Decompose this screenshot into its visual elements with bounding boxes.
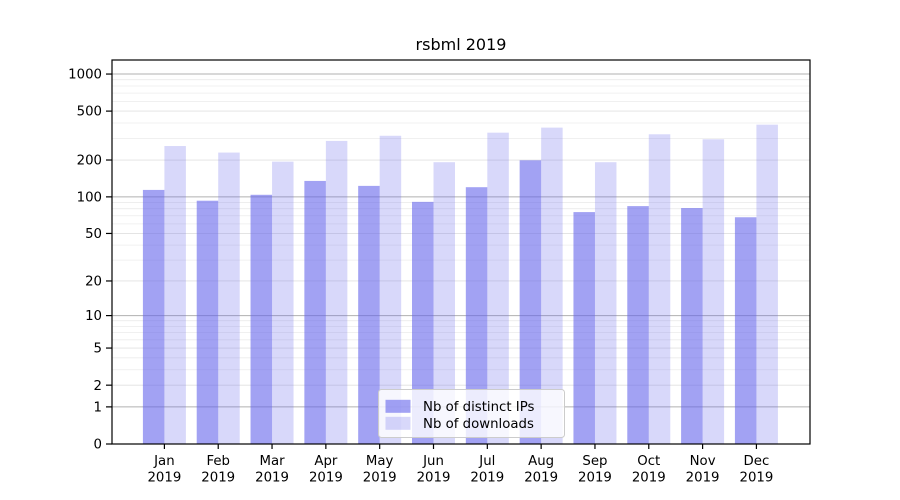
x-tick-label-month: May: [366, 454, 394, 469]
x-tick-label-year: 2019: [578, 471, 612, 486]
plot-frame: [111, 59, 811, 445]
x-tick-label-year: 2019: [524, 471, 558, 486]
x-tick-label-year: 2019: [739, 471, 773, 486]
x-tick-label-month: Jul: [478, 454, 495, 469]
y-tick-label: 1: [94, 400, 102, 415]
legend-swatch-distinct-ips: [385, 399, 411, 413]
y-tick-label: 2: [94, 379, 102, 394]
y-tick-label: 500: [77, 105, 102, 120]
y-tick-label: 50: [85, 227, 102, 242]
bar-jun-downloads: [433, 162, 455, 444]
bar-nov-distinct-ips: [681, 208, 703, 444]
y-tick-label: 5: [94, 342, 102, 357]
x-tick-label-month: Feb: [206, 454, 230, 469]
legend-swatch-downloads: [385, 416, 411, 430]
bar-aug-downloads: [541, 127, 563, 444]
bar-jan-downloads: [164, 146, 186, 444]
x-tick-label-year: 2019: [309, 471, 343, 486]
bar-sep-distinct-ips: [573, 212, 595, 444]
x-tick-label-year: 2019: [201, 471, 235, 486]
x-tick-label-month: Oct: [637, 454, 660, 469]
bar-jul-distinct-ips: [465, 187, 488, 444]
bar-apr-distinct-ips: [304, 180, 326, 445]
bar-oct-downloads: [648, 134, 671, 444]
bar-mar-downloads: [272, 161, 294, 444]
y-tick-label: 10: [85, 309, 102, 324]
bar-feb-distinct-ips: [196, 200, 219, 444]
x-tick-label-year: 2019: [417, 471, 451, 486]
legend-box: [378, 389, 565, 438]
bar-aug-distinct-ips: [519, 160, 542, 444]
bar-jul-downloads: [487, 132, 509, 444]
x-tick-label-year: 2019: [686, 471, 720, 486]
bar-dec-downloads: [756, 124, 778, 445]
bar-mar-distinct-ips: [250, 194, 273, 444]
x-tick-label-year: 2019: [632, 471, 666, 486]
y-tick-label: 100: [77, 190, 102, 205]
bar-dec-distinct-ips: [734, 217, 757, 444]
x-tick-label-month: Apr: [314, 454, 338, 469]
bar-apr-downloads: [325, 140, 348, 444]
bar-nov-downloads: [702, 139, 725, 444]
x-tick-label-year: 2019: [470, 471, 504, 486]
x-tick-label-year: 2019: [147, 471, 181, 486]
y-tick-label: 1000: [68, 68, 102, 83]
x-tick-label-month: Aug: [528, 454, 554, 469]
bar-jan-distinct-ips: [142, 189, 165, 444]
bar-sep-downloads: [594, 162, 617, 444]
bar-feb-downloads: [218, 152, 240, 444]
y-tick-label: 0: [94, 438, 102, 453]
y-tick-label: 20: [85, 275, 102, 290]
chart-title: rsbml 2019: [415, 35, 507, 54]
x-tick-label-month: Jun: [422, 454, 444, 469]
x-tick-label-month: Dec: [744, 454, 770, 469]
x-tick-label-month: Mar: [259, 454, 285, 469]
y-tick-label: 200: [77, 154, 102, 169]
legend-label-downloads: Nb of downloads: [423, 417, 534, 432]
legend-label-distinct-ips: Nb of distinct IPs: [423, 400, 535, 415]
x-tick-label-month: Sep: [582, 454, 607, 469]
x-tick-label-month: Jan: [153, 454, 175, 469]
bar-oct-distinct-ips: [627, 206, 649, 444]
x-tick-label-month: Nov: [690, 454, 716, 469]
bar-may-distinct-ips: [358, 185, 380, 444]
x-tick-label-year: 2019: [363, 471, 397, 486]
bar-may-downloads: [379, 135, 402, 445]
x-tick-label-year: 2019: [255, 471, 289, 486]
bar-jun-distinct-ips: [412, 201, 434, 444]
